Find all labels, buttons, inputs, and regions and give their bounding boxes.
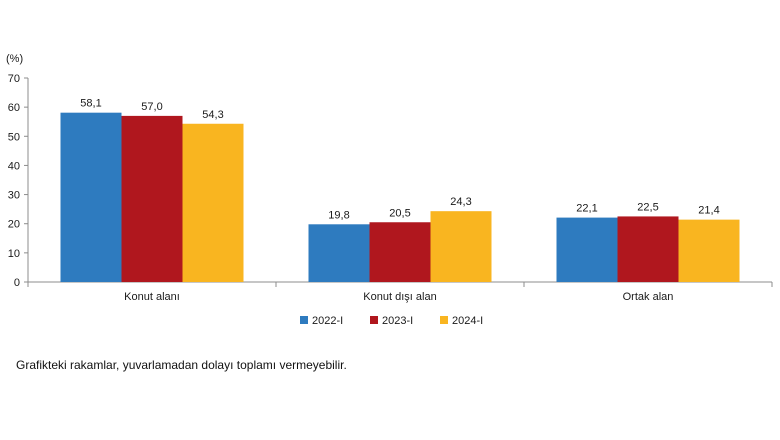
bar-2023-I-1: [121, 115, 183, 282]
y-tick-label: 70: [8, 73, 20, 85]
bar-2024-I-3: [678, 219, 740, 282]
bar-2024-I-1: [182, 123, 244, 282]
data-label: 19,8: [328, 209, 349, 221]
y-axis-unit-label: (%): [6, 53, 23, 65]
y-axis: 0 10 20 30 40 50 60 70: [8, 73, 29, 289]
legend-swatch: [300, 316, 308, 324]
data-label: 58,1: [80, 98, 101, 110]
data-label: 21,4: [698, 205, 719, 217]
y-tick-label: 0: [14, 277, 20, 289]
data-label: 20,5: [389, 207, 410, 219]
data-label: 54,3: [202, 109, 223, 121]
y-tick-label: 20: [8, 219, 20, 231]
category-label: Ortak alan: [623, 291, 674, 303]
y-tick-label: 30: [8, 190, 20, 202]
legend-label: 2023-I: [382, 315, 413, 327]
bar-chart: (%) 0 10 20 30 40 50 60 70 58,1 57,0 54,3 19,8 20,5…: [6, 53, 773, 327]
y-tick-label: 50: [8, 131, 20, 143]
category-label: Konut dışı alan: [363, 291, 436, 303]
x-axis: [27, 281, 773, 287]
y-tick-label: 10: [8, 248, 20, 260]
data-label: 22,5: [637, 201, 658, 213]
category-labels: Konut alanı Konut dışı alan Ortak alan: [124, 291, 673, 303]
legend: 2022-I 2023-I 2024-I: [300, 315, 483, 327]
data-label: 57,0: [141, 101, 162, 113]
value-labels: 58,1 57,0 54,3 19,8 20,5 24,3 22,1 22,5 21,4: [80, 98, 719, 222]
data-label: 22,1: [576, 203, 597, 215]
bar-2023-I-3: [617, 216, 679, 282]
bar-2022-I-1: [60, 112, 122, 283]
legend-label: 2022-I: [312, 315, 343, 327]
bar-2023-I-2: [369, 222, 431, 282]
category-label: Konut alanı: [124, 291, 180, 303]
bar-2024-I-2: [430, 211, 492, 282]
data-label: 24,3: [450, 196, 471, 208]
bar-2022-I-3: [556, 217, 618, 282]
legend-swatch: [370, 316, 378, 324]
footnote: Grafikteki rakamlar, yuvarlamadan dolayı…: [16, 358, 347, 372]
y-tick-label: 60: [8, 102, 20, 114]
legend-label: 2024-I: [452, 315, 483, 327]
bar-2022-I-2: [308, 224, 370, 282]
y-tick-label: 40: [8, 160, 20, 172]
bars: [60, 112, 740, 283]
legend-swatch: [440, 316, 448, 324]
